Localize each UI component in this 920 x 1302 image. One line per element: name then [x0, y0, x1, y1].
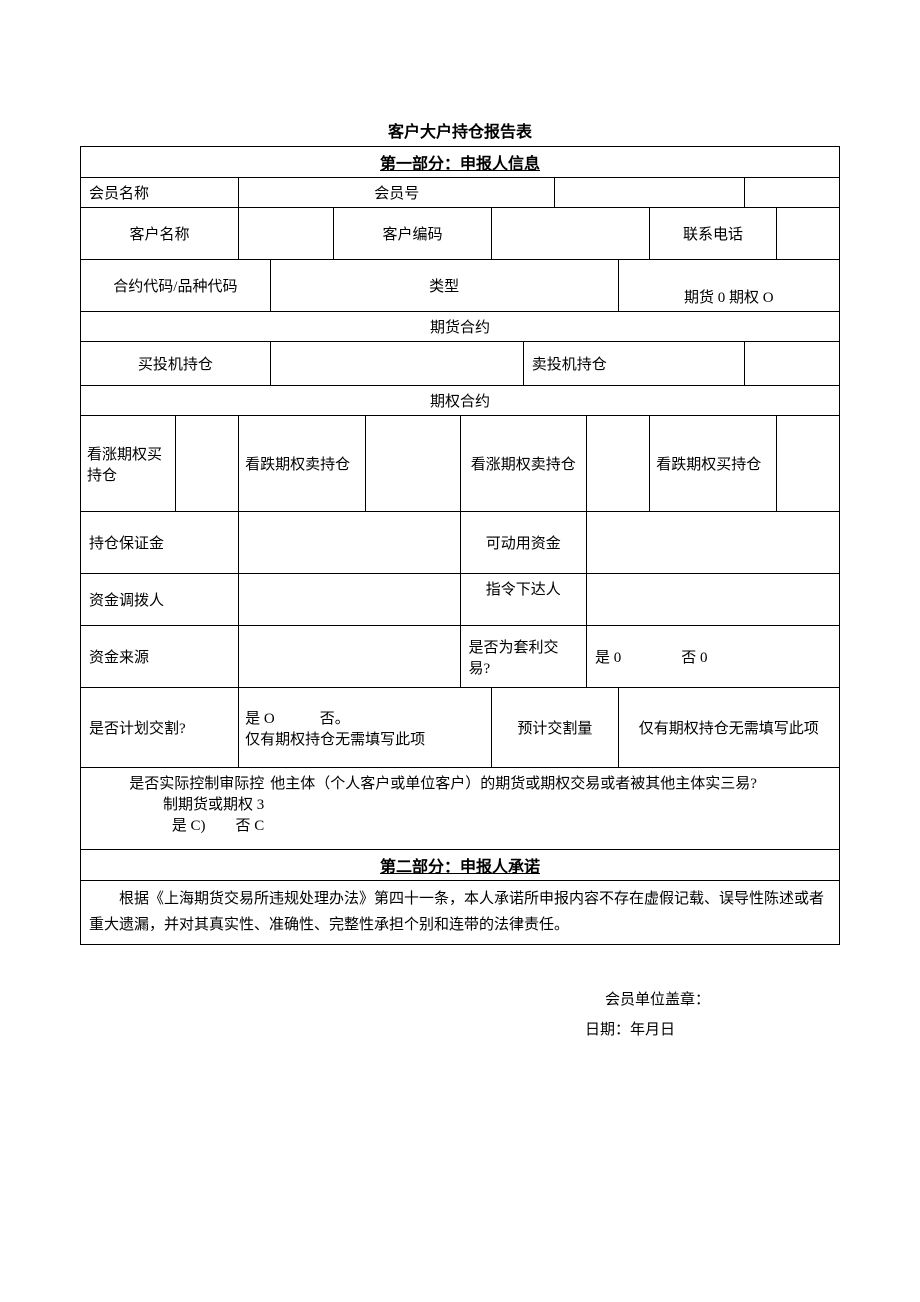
cell-member-no-value[interactable] [555, 178, 745, 208]
cell-order-giver-value[interactable] [587, 574, 840, 626]
label-arbitrage: 是否为套利交易? [460, 626, 587, 688]
page-title: 客户大户持仓报告表 [80, 118, 840, 142]
label-call-buy: 看涨期权买持仓 [81, 416, 176, 512]
label-put-sell: 看跌期权卖持仓 [239, 416, 366, 512]
control-spacer2 [270, 823, 839, 850]
cell-client-code-value[interactable] [492, 208, 650, 260]
cell-avail-fund-value[interactable] [587, 512, 840, 574]
label-expected-delivery: 预计交割量 [492, 688, 619, 768]
cell-control-left: 是否实际控制审际控 制期货或期权 3 是 C) 否 C [81, 768, 271, 850]
cell-sell-spec-value[interactable] [745, 342, 840, 386]
cell-arbitrage-value[interactable]: 是 0 否 0 [587, 626, 840, 688]
label-avail-fund: 可动用资金 [460, 512, 587, 574]
label-member-name: 会员名称 [81, 178, 239, 208]
control-line3: 制期货或期权 3 [87, 793, 264, 814]
label-futures-contract: 期货合约 [81, 312, 840, 342]
cell-put-buy-value[interactable] [776, 416, 839, 512]
label-contract-code: 合约代码/品种代码 [81, 260, 271, 312]
control-line2: 他主体（个人客户或单位客户）的期货或期权交易或者被其他主体实三易? [270, 768, 839, 798]
control-line1: 是否实际控制审际控 [87, 772, 264, 793]
label-put-buy: 看跌期权买持仓 [650, 416, 777, 512]
cell-type-value[interactable]: 期货 0 期权 O [618, 260, 839, 312]
label-buy-spec: 买投机持仓 [81, 342, 271, 386]
cell-phone-value[interactable] [776, 208, 839, 260]
control-spacer1 [270, 797, 839, 823]
section2-header: 第二部分：申报人承诺 [81, 850, 840, 881]
label-type: 类型 [270, 260, 618, 312]
label-option-contract: 期权合约 [81, 386, 840, 416]
label-margin: 持仓保证金 [81, 512, 239, 574]
cell-plan-delivery-value[interactable]: 是 O 否。 仅有期权持仓无需填写此项 [239, 688, 492, 768]
cell-fund-source-value[interactable] [239, 626, 460, 688]
cell-put-sell-value[interactable] [365, 416, 460, 512]
cell-member-name-right[interactable] [745, 178, 840, 208]
label-plan-delivery: 是否计划交割? [81, 688, 239, 768]
footer-seal: 会员单位盖章： [80, 985, 710, 1015]
report-table: 第一部分：申报人信息 会员名称 会员号 客户名称 客户编码 联系电话 合约代码/… [80, 146, 840, 945]
footer-date: 日期：年月日 [80, 1015, 710, 1045]
cell-client-name-value[interactable] [239, 208, 334, 260]
label-phone: 联系电话 [650, 208, 777, 260]
label-call-sell: 看涨期权卖持仓 [460, 416, 587, 512]
cell-expected-delivery-value[interactable]: 仅有期权持仓无需填写此项 [618, 688, 839, 768]
label-fund-source: 资金来源 [81, 626, 239, 688]
cell-fund-mover-value[interactable] [239, 574, 460, 626]
control-line4: 是 C) 否 C [87, 814, 264, 835]
commitment-text: 根据《上海期货交易所违规处理办法》第四十一条，本人承诺所申报内容不存在虚假记载、… [81, 881, 840, 945]
cell-buy-spec-value[interactable] [270, 342, 523, 386]
cell-margin-value[interactable] [239, 512, 460, 574]
label-fund-mover: 资金调拨人 [81, 574, 239, 626]
label-sell-spec: 卖投机持仓 [523, 342, 744, 386]
label-client-code: 客户编码 [334, 208, 492, 260]
label-client-name: 客户名称 [81, 208, 239, 260]
label-order-giver: 指令下达人 [460, 574, 587, 626]
cell-call-buy-value[interactable] [175, 416, 238, 512]
section1-header: 第一部分：申报人信息 [81, 147, 840, 178]
label-member-no: 会员号 [239, 178, 555, 208]
cell-call-sell-value[interactable] [587, 416, 650, 512]
